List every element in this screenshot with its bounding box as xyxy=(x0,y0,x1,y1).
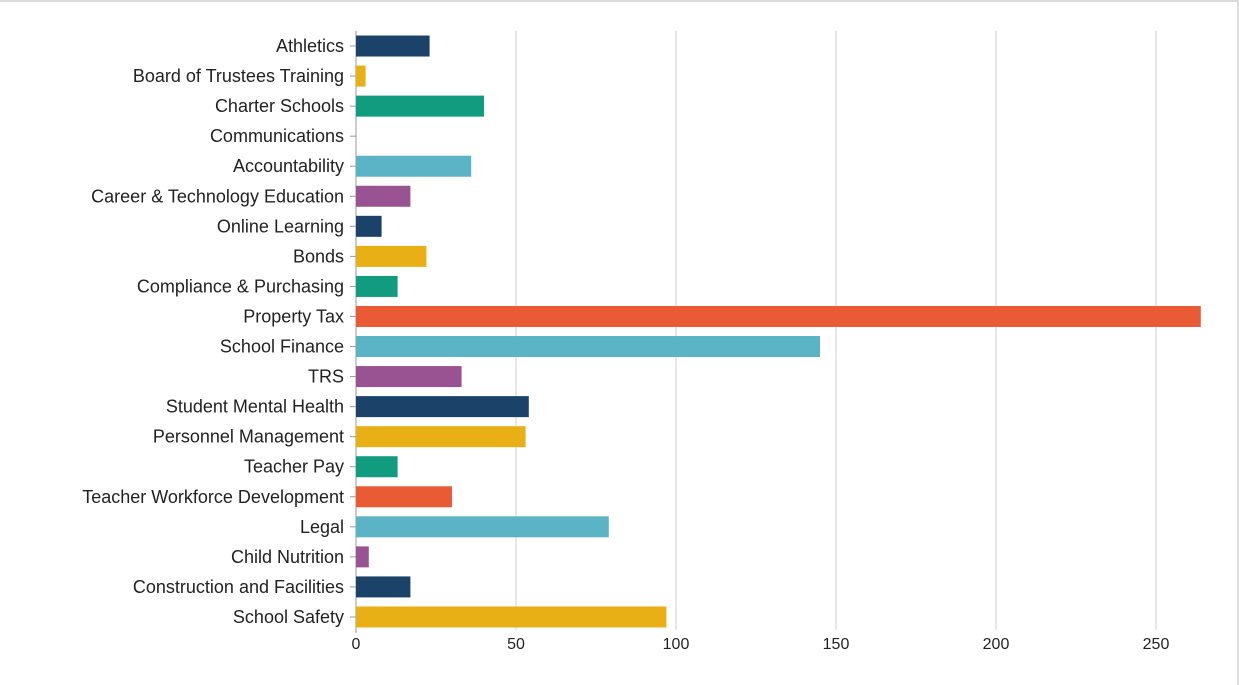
bar[interactable] xyxy=(356,155,472,177)
bar[interactable] xyxy=(356,245,427,267)
category-label: Teacher Workforce Development xyxy=(82,487,344,507)
bar[interactable] xyxy=(356,606,667,628)
bar[interactable] xyxy=(356,185,411,207)
bar[interactable] xyxy=(356,456,398,478)
category-label: Child Nutrition xyxy=(231,547,344,567)
bar[interactable] xyxy=(356,486,452,508)
category-label: Bonds xyxy=(293,246,344,266)
category-label: Charter Schools xyxy=(215,96,344,116)
bar[interactable] xyxy=(356,396,529,418)
bar[interactable] xyxy=(356,546,369,568)
category-label: Personnel Management xyxy=(153,427,344,447)
bar[interactable] xyxy=(356,366,462,388)
x-tick-label: 0 xyxy=(352,636,361,653)
x-tick-label: 200 xyxy=(983,636,1010,653)
bar[interactable] xyxy=(356,275,398,297)
category-label: Teacher Pay xyxy=(244,457,344,477)
category-label: Board of Trustees Training xyxy=(133,66,344,86)
bar[interactable] xyxy=(356,95,484,117)
x-tick-label: 50 xyxy=(507,636,525,653)
bar[interactable] xyxy=(356,215,382,237)
category-label: Accountability xyxy=(233,156,344,176)
category-label: School Finance xyxy=(220,337,344,357)
category-label: Student Mental Health xyxy=(166,397,344,417)
bar[interactable] xyxy=(356,426,526,448)
category-label: Online Learning xyxy=(217,216,344,236)
x-tick-label: 250 xyxy=(1143,636,1170,653)
bar[interactable] xyxy=(356,576,411,598)
category-label: Construction and Facilities xyxy=(133,577,344,597)
bar[interactable] xyxy=(356,35,430,57)
x-tick-label: 150 xyxy=(823,636,850,653)
bar[interactable] xyxy=(356,65,366,87)
x-tick-label: 100 xyxy=(663,636,690,653)
category-label: Athletics xyxy=(276,36,344,56)
category-label: Career & Technology Education xyxy=(91,186,344,206)
bar[interactable] xyxy=(356,516,609,538)
category-label: TRS xyxy=(308,367,344,387)
bar[interactable] xyxy=(356,305,1201,327)
category-label: Property Tax xyxy=(243,306,344,326)
category-label: Communications xyxy=(210,126,344,146)
category-label: School Safety xyxy=(233,607,344,627)
category-label: Legal xyxy=(300,517,344,537)
bar[interactable] xyxy=(356,336,820,358)
category-label: Compliance & Purchasing xyxy=(137,276,344,296)
